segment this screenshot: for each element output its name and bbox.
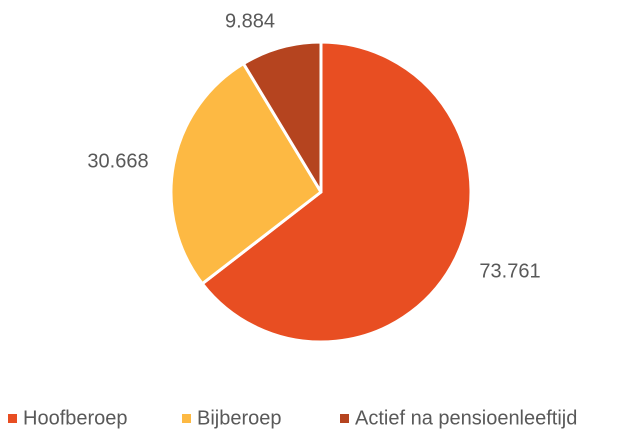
- legend-swatch: [182, 414, 191, 423]
- legend-label: Actief na pensioenleeftijd: [355, 407, 577, 429]
- pie-slice: [241, 40, 323, 194]
- legend-swatch: [340, 414, 349, 423]
- data-label: 9.884: [225, 10, 275, 32]
- data-label: 30.668: [87, 150, 148, 172]
- legend-label: Hoofberoep: [23, 407, 128, 429]
- legend-swatch: [8, 414, 17, 423]
- pie-slice: [200, 40, 473, 344]
- data-label: 73.761: [479, 260, 540, 282]
- pie-slice: [169, 62, 323, 286]
- legend-label: Bijberoep: [197, 407, 282, 429]
